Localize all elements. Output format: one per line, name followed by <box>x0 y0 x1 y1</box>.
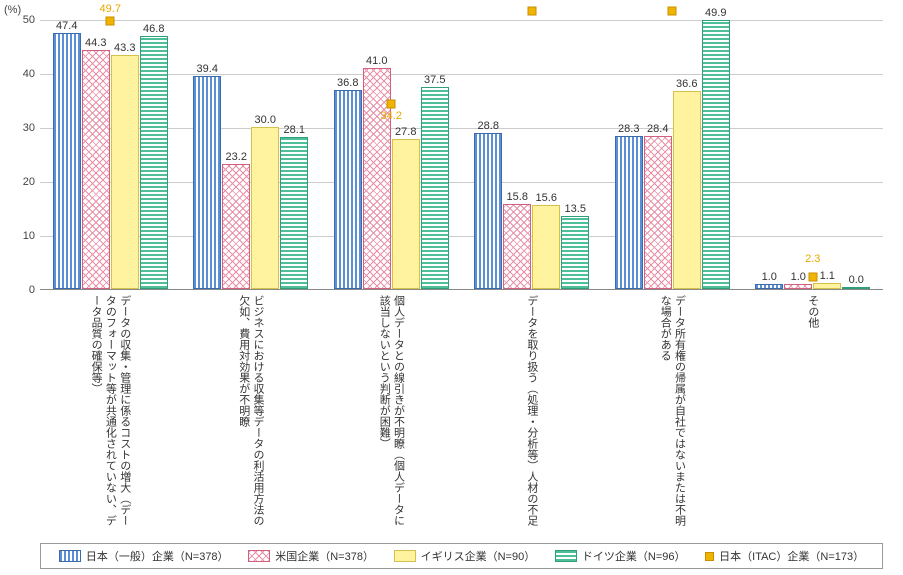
marker-value-label: 34.2 <box>381 110 402 122</box>
y-tick-label: 50 <box>10 14 35 26</box>
bar: 28.8 <box>474 133 502 289</box>
marker-value-label: 51.5 <box>662 0 683 1</box>
legend: 日本（一般）企業（N=378） 米国企業（N=378） イギリス企業（N=90） ドイ… <box>40 543 883 569</box>
bar: 47.4 <box>53 33 81 289</box>
bar: 39.4 <box>193 76 221 289</box>
y-tick-label: 20 <box>10 176 35 188</box>
bar-value-label: 28.4 <box>647 123 668 135</box>
bar-value-label: 1.1 <box>820 270 835 282</box>
bar-value-label: 49.9 <box>705 7 726 19</box>
x-axis-category-label: データ所有権の帰属が自社ではないまたは不明な場合がある <box>602 295 743 535</box>
bar-group: 39.423.230.028.156.6 <box>181 20 322 289</box>
bar: 1.1 <box>813 283 841 289</box>
bar-value-label: 13.5 <box>565 203 586 215</box>
bar: 28.1 <box>280 137 308 289</box>
marker-point <box>106 16 115 25</box>
bar-value-label: 23.2 <box>226 151 247 163</box>
y-tick-label: 40 <box>10 68 35 80</box>
marker-point <box>668 6 677 15</box>
legend-label: 日本（一般）企業（N=378） <box>86 548 229 564</box>
bar-value-label: 36.6 <box>676 78 697 90</box>
bar-value-label: 36.8 <box>337 77 358 89</box>
bar-group: 36.841.027.837.534.2 <box>321 20 462 289</box>
legend-swatch <box>394 550 416 562</box>
bar-group: 47.444.343.346.849.7 <box>40 20 181 289</box>
bar-value-label: 0.0 <box>849 274 864 286</box>
y-tick-label: 10 <box>10 230 35 242</box>
marker-point <box>808 272 817 281</box>
x-axis-category-label: その他 <box>743 295 884 535</box>
bar-group: 1.01.01.10.02.3 <box>743 20 884 289</box>
legend-swatch <box>248 550 270 562</box>
bar: 15.6 <box>532 205 560 289</box>
bar-value-label: 1.0 <box>791 271 806 283</box>
legend-label: ドイツ企業（N=96） <box>582 548 686 564</box>
bar: 1.0 <box>755 284 783 289</box>
bar: 28.4 <box>644 136 672 289</box>
bar: 43.3 <box>111 55 139 289</box>
bar: 13.5 <box>561 216 589 289</box>
plot-area: 0102030405047.444.343.346.849.739.423.23… <box>40 20 883 290</box>
bar: 0.0 <box>842 287 870 289</box>
x-axis-labels: データの収集・管理に係るコストの増大（データのフォーマット等が共通化されていない… <box>40 295 883 535</box>
legend-item: 日本（ITAC）企業（N=173） <box>705 548 864 564</box>
bar: 36.8 <box>334 90 362 289</box>
legend-item: 日本（一般）企業（N=378） <box>59 548 229 564</box>
legend-label: 米国企業（N=378） <box>275 548 374 564</box>
bar-value-label: 47.4 <box>56 20 77 32</box>
bar-value-label: 15.8 <box>507 191 528 203</box>
marker-value-label: 2.3 <box>805 253 820 265</box>
marker-value-label: 49.7 <box>100 3 121 15</box>
bar-value-label: 41.0 <box>366 55 387 67</box>
bar-value-label: 37.5 <box>424 74 445 86</box>
bar: 46.8 <box>140 36 168 289</box>
legend-swatch <box>555 550 577 562</box>
legend-swatch <box>59 550 81 562</box>
chart-container: (%) 0102030405047.444.343.346.849.739.42… <box>0 0 903 575</box>
bar: 44.3 <box>82 50 110 289</box>
bar-value-label: 15.6 <box>536 192 557 204</box>
bar: 36.6 <box>673 91 701 289</box>
bar: 1.0 <box>784 284 812 289</box>
marker-value-label: 51.5 <box>521 0 542 1</box>
bar: 49.9 <box>702 20 730 289</box>
bar-value-label: 44.3 <box>85 37 106 49</box>
bar: 27.8 <box>392 139 420 289</box>
x-axis-category-label: ビジネスにおける収集等データの利活用方法の欠如、費用対効果が不明瞭 <box>181 295 322 535</box>
legend-marker-swatch <box>705 552 714 561</box>
bar-group: 28.815.815.613.551.5 <box>462 20 603 289</box>
bar-value-label: 43.3 <box>114 42 135 54</box>
bar-value-label: 28.1 <box>284 124 305 136</box>
legend-item: 米国企業（N=378） <box>248 548 374 564</box>
bar-value-label: 30.0 <box>255 114 276 126</box>
legend-item: イギリス企業（N=90） <box>394 548 536 564</box>
bar-value-label: 1.0 <box>762 271 777 283</box>
x-axis-category-label: 個人データとの線引きが不明瞭（個人データに該当しないという判断が困難） <box>321 295 462 535</box>
marker-point <box>387 100 396 109</box>
bar: 28.3 <box>615 136 643 289</box>
legend-label: 日本（ITAC）企業（N=173） <box>719 548 864 564</box>
bar: 15.8 <box>503 204 531 289</box>
bar-value-label: 28.8 <box>478 120 499 132</box>
bar-value-label: 27.8 <box>395 126 416 138</box>
bar: 30.0 <box>251 127 279 289</box>
y-tick-label: 0 <box>10 284 35 296</box>
bar: 37.5 <box>421 87 449 290</box>
bar-value-label: 28.3 <box>618 123 639 135</box>
bar: 23.2 <box>222 164 250 289</box>
marker-point <box>527 6 536 15</box>
x-axis-category-label: データを取り扱う（処理・分析等）人材の不足 <box>462 295 603 535</box>
bar-value-label: 46.8 <box>143 23 164 35</box>
bar-value-label: 39.4 <box>197 63 218 75</box>
legend-label: イギリス企業（N=90） <box>421 548 536 564</box>
bar-group: 28.328.436.649.951.5 <box>602 20 743 289</box>
x-axis-category-label: データの収集・管理に係るコストの増大（データのフォーマット等が共通化されていない… <box>40 295 181 535</box>
legend-item: ドイツ企業（N=96） <box>555 548 686 564</box>
y-tick-label: 30 <box>10 122 35 134</box>
